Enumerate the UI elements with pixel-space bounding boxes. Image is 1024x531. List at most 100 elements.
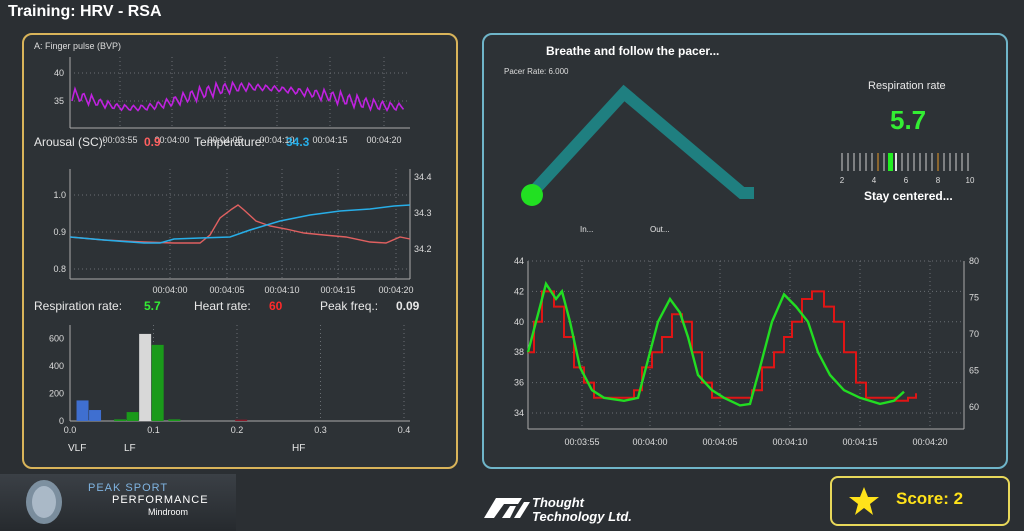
hr-respiration-chart: 44 42 40 38 36 34 80 75 70 65 60 00:03:55 00:04:00…: [514, 256, 979, 447]
spectrum-bar: [89, 410, 102, 421]
bvp-xtick: 00:03:55: [102, 135, 137, 145]
gauge-label: 4: [872, 176, 877, 185]
gauge-label: 2: [840, 176, 845, 185]
sc-ytick: 1.0: [53, 190, 66, 200]
temp-ytick: 34.3: [414, 208, 432, 218]
pacer-ball: [521, 184, 543, 206]
resp-ytick: 60: [969, 402, 979, 412]
logo-line3: Mindroom: [148, 507, 189, 517]
sc-ytick: 0.9: [53, 227, 66, 237]
bvp-xtick: 00:04:10: [259, 135, 294, 145]
temperature-series: [69, 204, 411, 244]
spectrum-xtick: 0.0: [64, 425, 77, 435]
spectrum-xtick: 0.4: [398, 425, 411, 435]
vlf-band-label: VLF: [68, 443, 86, 454]
respiration-series: [526, 280, 905, 407]
spectrum-bar: [126, 412, 139, 421]
pacer-out-label: Out...: [650, 225, 670, 234]
hr-ytick: 42: [514, 286, 524, 296]
heart-rate-label: Heart rate:: [194, 299, 251, 313]
bvp-xtick: 00:04:20: [366, 135, 401, 145]
bvp-chart: 40 35 00:03:55 00:04:00 00:04:05 00:04:10 00…: [54, 57, 410, 145]
bvp-ytick: 40: [54, 68, 64, 78]
sc-ytick: 0.8: [53, 264, 66, 274]
hr-ytick: 40: [514, 317, 524, 327]
hr-xtick: 00:04:05: [702, 437, 737, 447]
hr-ytick: 44: [514, 256, 524, 266]
stay-centered-hint: Stay centered...: [864, 189, 953, 203]
resp-ytick: 70: [969, 329, 979, 339]
gauge-label: 8: [936, 176, 941, 185]
sc-xtick: 00:04:15: [320, 285, 355, 293]
pacer-rate-label: Pacer Rate: 6.000: [504, 67, 569, 76]
sc-xtick: 00:04:10: [264, 285, 299, 293]
score-label: Score: 2: [896, 489, 964, 508]
spectrum-ytick: 600: [49, 334, 64, 344]
sc-series: [69, 204, 411, 244]
heart-rate-series: [528, 290, 917, 402]
bvp-ytick: 35: [54, 96, 64, 106]
hr-xtick: 00:04:15: [842, 437, 877, 447]
pacer-title: Breathe and follow the pacer...: [546, 44, 720, 58]
breathing-pacer: [521, 84, 754, 206]
peak-frequency-value: 0.09: [396, 299, 420, 313]
peak-frequency-label: Peak freq.:: [320, 299, 379, 313]
spectrum-bar: [168, 419, 181, 421]
thought-technology-logo: [482, 494, 532, 525]
respiration-rate-value: 5.7: [144, 299, 161, 313]
arousal-value: 0.9: [144, 135, 161, 149]
arousal-label: Arousal (SC):: [34, 135, 107, 149]
sc-temp-chart: 1.0 0.9 0.8 34.4 34.3 34.2 00:04:00 00:04…: [53, 169, 432, 293]
sc-xtick: 00:04:20: [378, 285, 413, 293]
company-name-line2: Technology Ltd.: [532, 509, 632, 524]
spectrum-bar: [139, 333, 152, 421]
resp-ytick: 65: [969, 366, 979, 376]
temperature-value: 34.3: [286, 135, 310, 149]
hf-band-label: HF: [292, 443, 305, 454]
frequency-spectrum-chart: 600 400 200 0 0.0 0.1 0.2 0.3 0.4 VLF LF HF: [49, 325, 411, 454]
resp-rate-display: 5.7: [890, 105, 927, 135]
spectrum-bar: [114, 419, 127, 421]
bvp-series: [71, 80, 405, 113]
hr-ytick: 36: [514, 378, 524, 388]
bvp-xtick: 00:04:05: [207, 135, 242, 145]
sc-xtick: 00:04:05: [209, 285, 244, 293]
gauge-indicator: [888, 153, 893, 171]
resp-rate-gauge: 2 4 6 8 10: [840, 153, 975, 185]
spectrum-xtick: 0.1: [147, 425, 160, 435]
resp-rate-title: Respiration rate: [868, 80, 946, 92]
temperature-label: Temperature:: [194, 135, 265, 149]
head-icon: [26, 480, 62, 524]
score-box: Score: 2: [830, 476, 1010, 526]
company-name-line1: Thought: [532, 495, 584, 510]
bvp-xtick: 00:04:15: [312, 135, 347, 145]
sc-xtick: 00:04:00: [152, 285, 187, 293]
hr-ytick: 34: [514, 408, 524, 418]
hr-xtick: 00:04:20: [912, 437, 947, 447]
physiology-panel: A: Finger pulse (BVP) 40 35 00:03:55 00:0…: [22, 33, 458, 469]
hr-ytick: 38: [514, 347, 524, 357]
window-title: Training: HRV - RSA: [8, 3, 162, 20]
resp-ytick: 75: [969, 293, 979, 303]
gauge-label: 10: [966, 176, 975, 185]
spectrum-ytick: 0: [59, 416, 64, 426]
logo-line1: PEAK SPORT: [88, 482, 169, 494]
temp-ytick: 34.4: [414, 172, 432, 182]
gauge-indicator: [895, 153, 897, 171]
logo-line2: PERFORMANCE: [112, 494, 209, 506]
resp-ytick: 80: [969, 256, 979, 266]
bvp-xtick: 00:04:00: [154, 135, 189, 145]
peak-performance-logo: PEAK SPORT PERFORMANCE Mindroom: [0, 474, 236, 531]
spectrum-xtick: 0.2: [231, 425, 244, 435]
heart-rate-value: 60: [269, 299, 283, 313]
bvp-title: A: Finger pulse (BVP): [34, 41, 122, 51]
pacer-in-label: In...: [580, 225, 594, 234]
respiration-rate-label: Respiration rate:: [34, 299, 123, 313]
pacer-panel: Breathe and follow the pacer... Pacer Ra…: [482, 33, 1008, 469]
lf-band-label: LF: [124, 443, 136, 454]
gauge-label: 6: [904, 176, 909, 185]
hr-xtick: 00:04:00: [632, 437, 667, 447]
spectrum-bar: [235, 419, 248, 421]
hr-xtick: 00:03:55: [564, 437, 599, 447]
spectrum-xtick: 0.3: [314, 425, 327, 435]
